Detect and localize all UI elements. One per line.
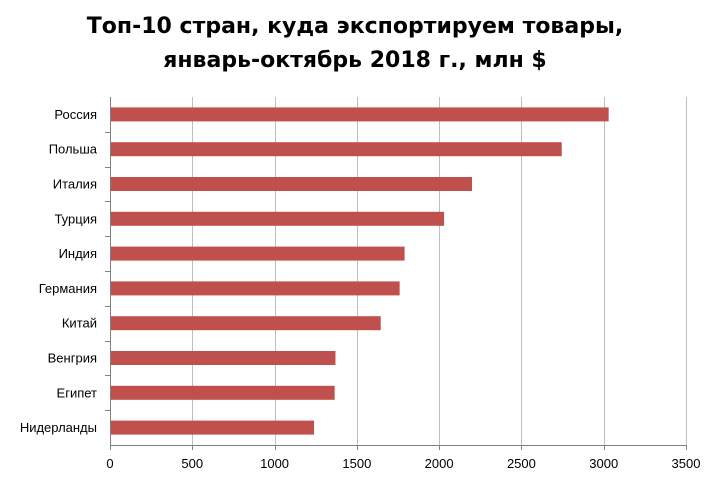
- x-tick-label-1: 500: [181, 456, 203, 471]
- category-label-1: Польша: [49, 142, 98, 157]
- chart-title-line-2: январь-октябрь 2018 г., млн $: [163, 48, 547, 73]
- x-tick-label-0: 0: [106, 456, 113, 471]
- bar-8: [111, 385, 335, 400]
- bar-2: [111, 177, 473, 191]
- category-label-9: Нидерланды: [20, 420, 97, 435]
- category-label-6: Китай: [62, 316, 97, 331]
- bar-0: [111, 107, 609, 122]
- category-label-3: Турция: [54, 211, 97, 226]
- chart-title: Топ-10 стран, куда экспортируем товары, …: [0, 10, 710, 78]
- bar-6: [111, 316, 381, 331]
- x-tick-label-3: 1500: [342, 456, 371, 471]
- category-label-2: Италия: [53, 177, 97, 192]
- x-tick-label-5: 2500: [507, 456, 536, 471]
- x-tick-label-4: 2000: [425, 456, 454, 471]
- category-label-7: Венгрия: [48, 351, 97, 366]
- bar-3: [111, 211, 445, 226]
- x-tick-label-7: 3500: [672, 456, 701, 471]
- bar-5: [111, 281, 400, 296]
- category-label-5: Германия: [39, 281, 97, 296]
- bar-9: [111, 420, 315, 435]
- chart-title-line-1: Топ-10 стран, куда экспортируем товары,: [86, 14, 624, 39]
- category-label-8: Египет: [57, 385, 98, 400]
- category-label-4: Индия: [59, 246, 97, 261]
- bar-1: [111, 142, 562, 157]
- bar-7: [111, 351, 336, 365]
- x-tick-label-2: 1000: [260, 456, 289, 471]
- bar-4: [111, 246, 405, 261]
- x-tick-label-6: 3000: [589, 456, 618, 471]
- category-label-0: Россия: [54, 107, 97, 122]
